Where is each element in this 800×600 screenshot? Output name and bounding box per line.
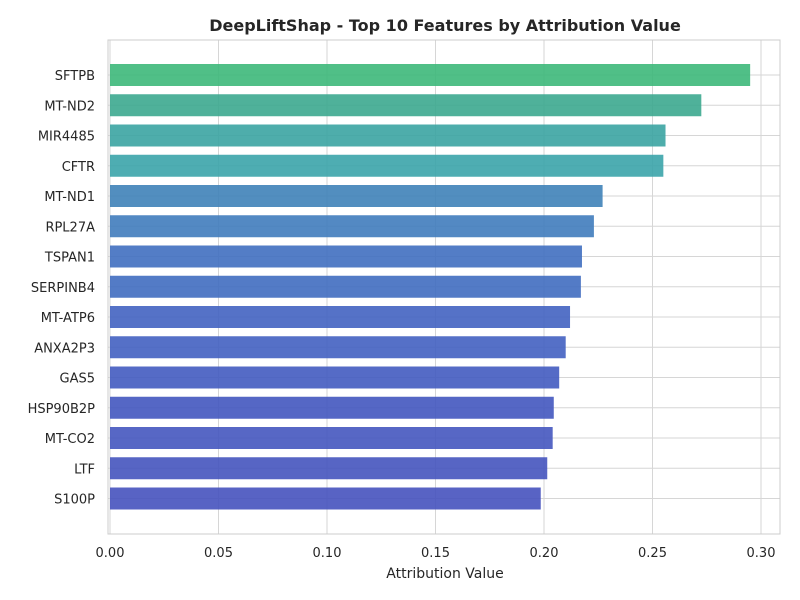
chart-title: DeepLiftShap - Top 10 Features by Attrib… <box>209 16 681 35</box>
bar <box>110 336 566 359</box>
y-tick-label: MIR4485 <box>38 130 95 145</box>
bar <box>110 94 702 117</box>
bar <box>110 396 554 419</box>
bar <box>110 457 548 480</box>
y-tick-label: MT-ND1 <box>44 190 95 205</box>
bar <box>110 275 581 298</box>
bar <box>110 154 664 177</box>
x-tick-label: 0.15 <box>421 546 450 561</box>
bar <box>110 306 571 328</box>
y-tick-label: MT-ATP6 <box>41 311 95 326</box>
y-tick-label: SFTPB <box>55 69 95 84</box>
y-tick-label: MT-ND2 <box>44 99 95 114</box>
x-tick-label: 0.00 <box>96 546 125 561</box>
y-tick-label: ANXA2P3 <box>34 341 95 356</box>
bar <box>110 124 666 147</box>
y-tick-label: CFTR <box>62 160 95 175</box>
y-tick-label: GAS5 <box>60 372 96 387</box>
y-tick-label: S100P <box>54 493 95 508</box>
bar-layer <box>110 64 751 510</box>
y-tick-label: MT-CO2 <box>45 432 95 447</box>
bar <box>110 427 553 449</box>
y-tick-label: LTF <box>74 462 95 477</box>
y-tick-labels: SFTPB MT-ND2 MIR4485 CFTR MT-ND1 RPL27A TSPAN1… <box>28 69 96 508</box>
bar <box>110 215 594 238</box>
bar <box>110 245 582 268</box>
plot-frame <box>107 39 781 535</box>
x-tick-labels: 0.00 0.05 0.10 0.15 0.20 0.25 0.30 <box>96 546 776 561</box>
x-tick-label: 0.25 <box>638 546 667 561</box>
x-tick-label: 0.10 <box>313 546 342 561</box>
y-tick-label: RPL27A <box>45 220 95 235</box>
bar <box>110 64 751 86</box>
bar <box>110 366 560 389</box>
bar <box>110 487 541 510</box>
y-tick-label: HSP90B2P <box>28 402 96 417</box>
x-tick-label: 0.05 <box>204 546 233 561</box>
bar <box>110 185 603 207</box>
x-axis-label: Attribution Value <box>386 566 503 582</box>
x-tick-label: 0.20 <box>530 546 559 561</box>
y-tick-label: TSPAN1 <box>44 251 95 266</box>
y-tick-label: SERPINB4 <box>31 281 95 296</box>
x-tick-label: 0.30 <box>747 546 776 561</box>
